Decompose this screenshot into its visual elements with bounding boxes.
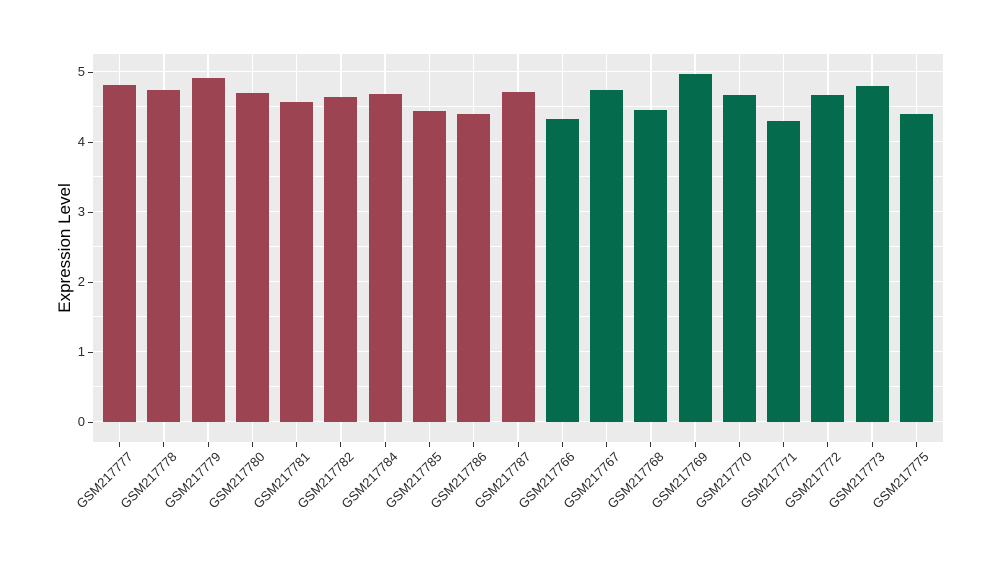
y-tick-mark	[88, 351, 93, 353]
y-tick-mark	[88, 421, 93, 423]
y-tick-label: 0	[77, 413, 85, 429]
x-tick-mark	[738, 442, 740, 447]
bar	[103, 84, 137, 422]
x-tick-mark	[296, 442, 298, 447]
bar	[545, 119, 579, 422]
bar	[191, 77, 225, 422]
x-tick-mark	[384, 442, 386, 447]
y-axis-title: Expression Level	[55, 183, 74, 313]
x-tick-mark	[119, 442, 121, 447]
bar	[501, 91, 535, 422]
bar	[235, 92, 269, 422]
x-tick-mark	[871, 442, 873, 447]
x-tick-mark	[694, 442, 696, 447]
y-tick-mark	[88, 211, 93, 213]
bar	[634, 110, 668, 422]
bar	[767, 120, 801, 422]
x-tick-mark	[163, 442, 165, 447]
x-tick-mark	[783, 442, 785, 447]
plot-panel	[93, 54, 943, 442]
x-tick-mark	[827, 442, 829, 447]
x-tick-mark	[251, 442, 253, 447]
y-tick-label: 3	[77, 203, 85, 219]
bar	[899, 113, 933, 422]
x-tick-mark	[340, 442, 342, 447]
y-tick-label: 4	[77, 133, 85, 149]
bar	[280, 101, 314, 422]
y-tick-mark	[88, 141, 93, 143]
x-tick-mark	[915, 442, 917, 447]
y-tick-mark	[88, 281, 93, 283]
bar	[590, 89, 624, 422]
bar	[368, 93, 402, 422]
y-tick-label: 2	[77, 273, 85, 289]
x-tick-mark	[606, 442, 608, 447]
y-tick-mark	[88, 71, 93, 73]
bar	[412, 110, 446, 422]
x-tick-mark	[473, 442, 475, 447]
bar	[855, 86, 889, 422]
bar	[811, 95, 845, 422]
y-tick-label: 5	[77, 63, 85, 79]
bar	[324, 97, 358, 422]
x-tick-mark	[517, 442, 519, 447]
bar	[147, 89, 181, 422]
x-tick-mark	[207, 442, 209, 447]
bar	[678, 73, 712, 422]
y-tick-label: 1	[77, 343, 85, 359]
x-tick-mark	[650, 442, 652, 447]
x-tick-mark	[428, 442, 430, 447]
x-tick-mark	[561, 442, 563, 447]
bar	[457, 114, 491, 422]
bar	[722, 94, 756, 422]
